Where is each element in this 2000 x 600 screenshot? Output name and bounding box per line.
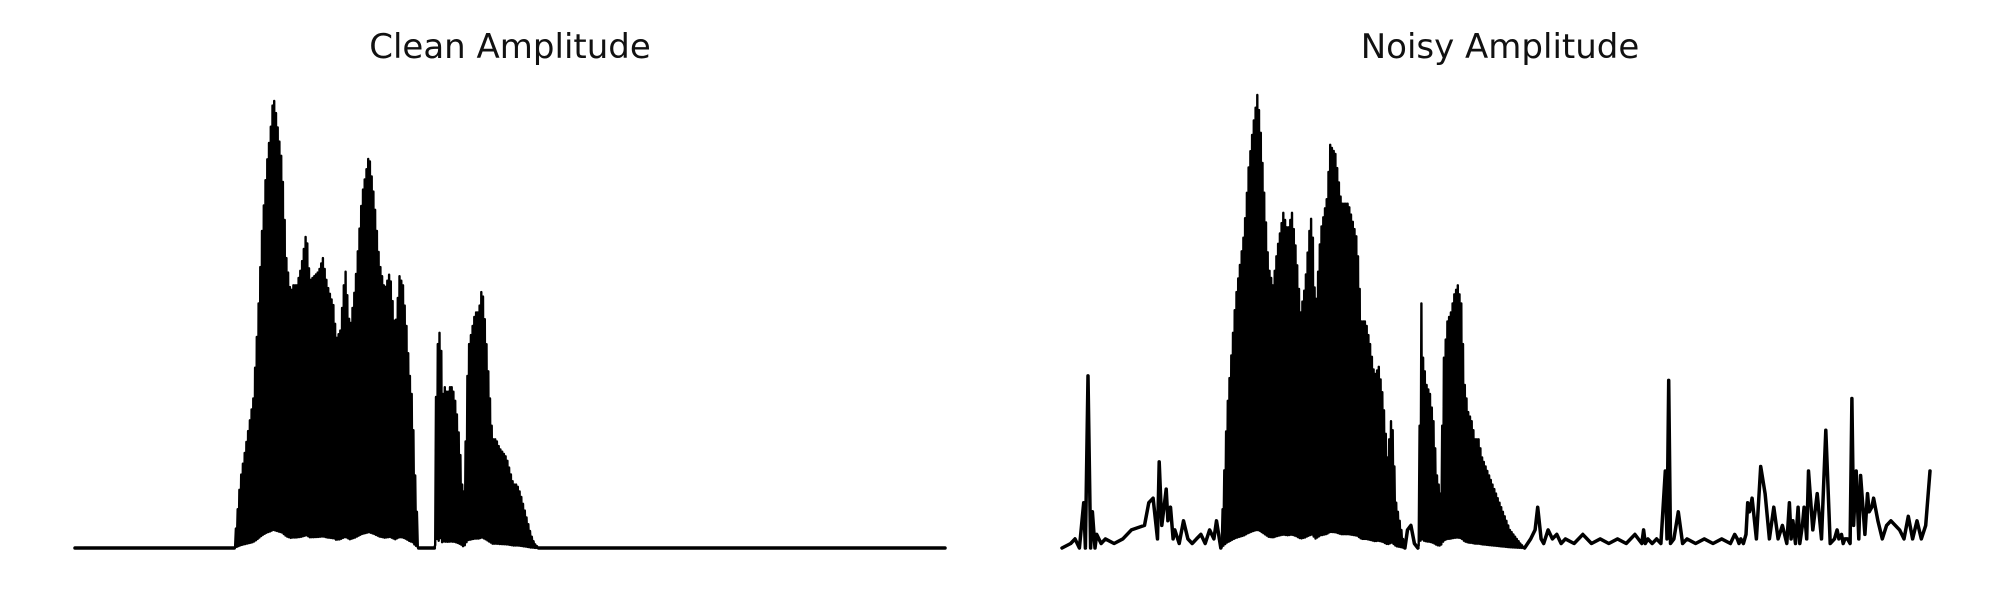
clean-amplitude-waveform-segment-3 bbox=[433, 290, 540, 550]
noisy-amplitude-waveform-segment-2 bbox=[1403, 523, 1420, 550]
noisy-amplitude-waveform-segment-4 bbox=[1522, 378, 1932, 550]
noisy-amplitude-title: Noisy Amplitude bbox=[1361, 27, 1640, 67]
noisy-amplitude-waveform-segment-1 bbox=[1219, 93, 1407, 550]
clean-amplitude-waveform-segment-1 bbox=[233, 99, 420, 550]
clean-amplitude-panel: Clean Amplitude bbox=[73, 27, 947, 550]
clean-amplitude-plot-area bbox=[73, 99, 947, 550]
noisy-amplitude-waveform-segment-3 bbox=[1416, 284, 1526, 550]
noisy-amplitude-waveform-segment-0 bbox=[1060, 374, 1223, 550]
clean-amplitude-title: Clean Amplitude bbox=[369, 27, 651, 67]
noisy-amplitude-plot-area bbox=[1060, 93, 1932, 550]
noisy-amplitude-panel: Noisy Amplitude bbox=[1060, 27, 1932, 550]
